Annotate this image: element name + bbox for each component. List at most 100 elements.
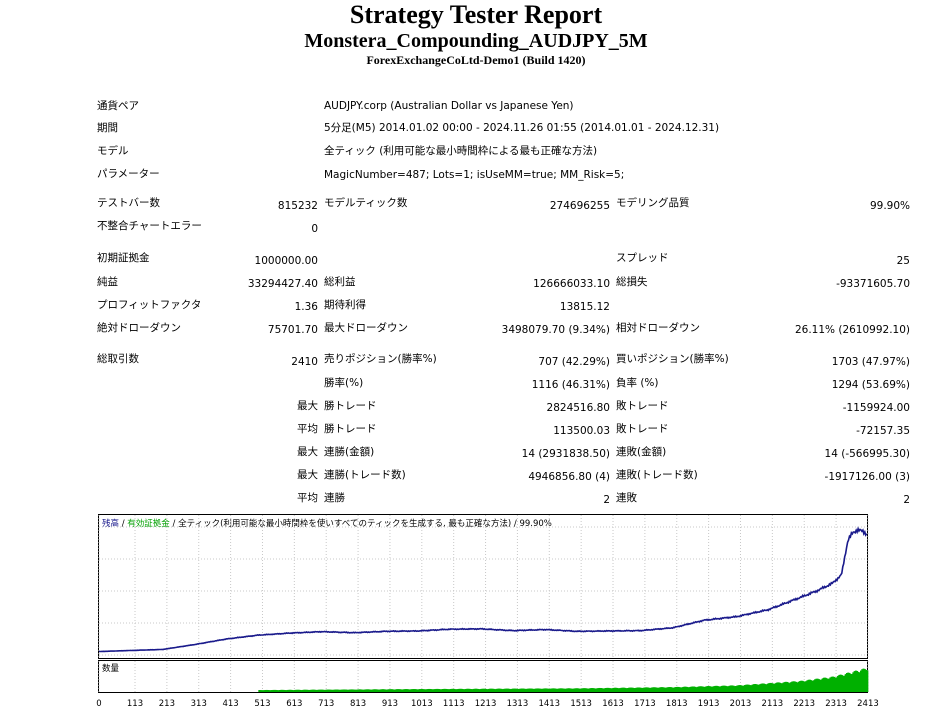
volume-bar xyxy=(676,686,679,692)
volume-bar xyxy=(819,679,822,692)
volume-bar xyxy=(664,687,667,692)
volume-bar xyxy=(468,688,471,692)
volume-bar xyxy=(700,686,703,692)
volume-bar xyxy=(722,685,725,692)
volume-bar xyxy=(802,681,805,692)
stat-value-absolute-drawdown: 75701.70 xyxy=(267,324,318,336)
volume-bar xyxy=(564,688,567,692)
volume-bar xyxy=(432,689,435,692)
volume-bar xyxy=(295,689,298,692)
volume-bar xyxy=(831,676,834,692)
stat-label-max-consecutive-loss-amount: 連敗(トレード数) xyxy=(616,469,698,481)
volume-bar xyxy=(327,689,330,692)
volume-bar xyxy=(501,689,504,692)
volume-bar xyxy=(446,689,449,692)
volume-bar xyxy=(602,688,605,692)
volume-bar xyxy=(672,687,675,692)
legend-equity: 有効証拠金 xyxy=(127,518,170,529)
volume-bar xyxy=(533,688,536,692)
volume-bar xyxy=(717,686,720,692)
volume-bar xyxy=(385,689,388,692)
volume-bar xyxy=(542,688,545,692)
volume-bar xyxy=(723,685,726,692)
volume-bar xyxy=(708,686,711,692)
volume-bar xyxy=(854,670,857,692)
x-tick-label: 413 xyxy=(222,699,238,709)
volume-bar xyxy=(556,688,559,692)
volume-bar xyxy=(383,689,386,692)
stat-label-max-consecutive-profit: 連勝(トレード数) xyxy=(324,469,406,481)
volume-bar xyxy=(779,682,782,692)
volume-bar xyxy=(816,678,819,692)
volume-bar xyxy=(754,684,757,692)
volume-bar xyxy=(356,689,359,692)
chart-legend: 残高 / 有効証拠金 / 全ティック(利用可能な最小時間枠を使いすべてのティック… xyxy=(102,518,552,529)
volume-bar xyxy=(467,688,470,692)
volume-bar xyxy=(821,678,824,692)
volume-bar xyxy=(647,687,650,692)
volume-bar xyxy=(848,672,851,692)
volume-bar xyxy=(268,690,271,692)
volume-bar xyxy=(371,689,374,692)
stat-prefix-largest: 最大 xyxy=(297,400,318,412)
volume-bar xyxy=(341,689,344,692)
volume-bar xyxy=(353,689,356,692)
volume-bar xyxy=(495,688,498,692)
volume-bar xyxy=(529,688,532,692)
x-tick-label: 1613 xyxy=(602,699,624,709)
volume-bar xyxy=(682,686,685,692)
volume-bar xyxy=(856,670,859,692)
volume-bar xyxy=(348,689,351,692)
volume-bar xyxy=(267,690,270,692)
stat-prefix-average-consecutive: 平均 xyxy=(297,492,318,504)
volume-bar xyxy=(585,688,588,692)
volume-bar xyxy=(490,688,493,692)
volume-bar xyxy=(639,687,642,692)
volume-bar xyxy=(381,689,384,692)
volume-bar xyxy=(863,668,866,692)
stat-value-expected-payoff: 13815.12 xyxy=(559,301,610,313)
x-tick-label: 2413 xyxy=(857,699,879,709)
volume-bar xyxy=(513,688,516,692)
volume-bar xyxy=(705,686,708,692)
volume-bar xyxy=(853,671,856,692)
volume-bar xyxy=(775,682,778,692)
volume-bar xyxy=(597,688,600,692)
volume-bar xyxy=(548,688,551,692)
volume-bar xyxy=(634,687,637,692)
volume-bar xyxy=(738,685,741,692)
volume-bar xyxy=(611,688,614,692)
stat-value-net-profit: 33294427.40 xyxy=(247,278,318,290)
stat-value-profit-factor: 1.36 xyxy=(294,301,318,313)
stat-label-max-consecutive-wins: 連勝(金額) xyxy=(324,446,375,458)
volume-series xyxy=(258,668,869,692)
legend-separator-2: / xyxy=(170,519,178,529)
volume-bar xyxy=(316,689,319,692)
volume-bar xyxy=(729,685,732,692)
volume-bar xyxy=(333,689,336,692)
volume-bar xyxy=(858,672,861,692)
volume-bar xyxy=(425,689,428,692)
volume-bar xyxy=(714,685,717,692)
volume-bar xyxy=(347,689,350,692)
stat-value-long-positions: 1703 (47.97%) xyxy=(831,356,910,368)
volume-bar xyxy=(350,689,353,692)
volume-bar xyxy=(770,683,773,692)
volume-bar xyxy=(551,688,554,692)
volume-bar xyxy=(789,682,792,692)
volume-bar xyxy=(367,689,370,692)
volume-bar xyxy=(452,688,455,692)
volume-bar xyxy=(667,687,670,692)
volume-bar xyxy=(780,683,783,692)
volume-bar xyxy=(336,689,339,692)
volume-bar xyxy=(658,687,661,692)
volume-bar xyxy=(681,687,684,692)
volume-bar xyxy=(424,689,427,692)
volume-bar xyxy=(365,689,368,692)
x-tick-label: 1213 xyxy=(475,699,497,709)
volume-bar xyxy=(598,687,601,692)
stat-label-largest-loss: 敗トレード xyxy=(616,400,669,412)
volume-bar xyxy=(843,675,846,692)
volume-bar xyxy=(662,687,665,692)
volume-bar xyxy=(828,678,831,692)
